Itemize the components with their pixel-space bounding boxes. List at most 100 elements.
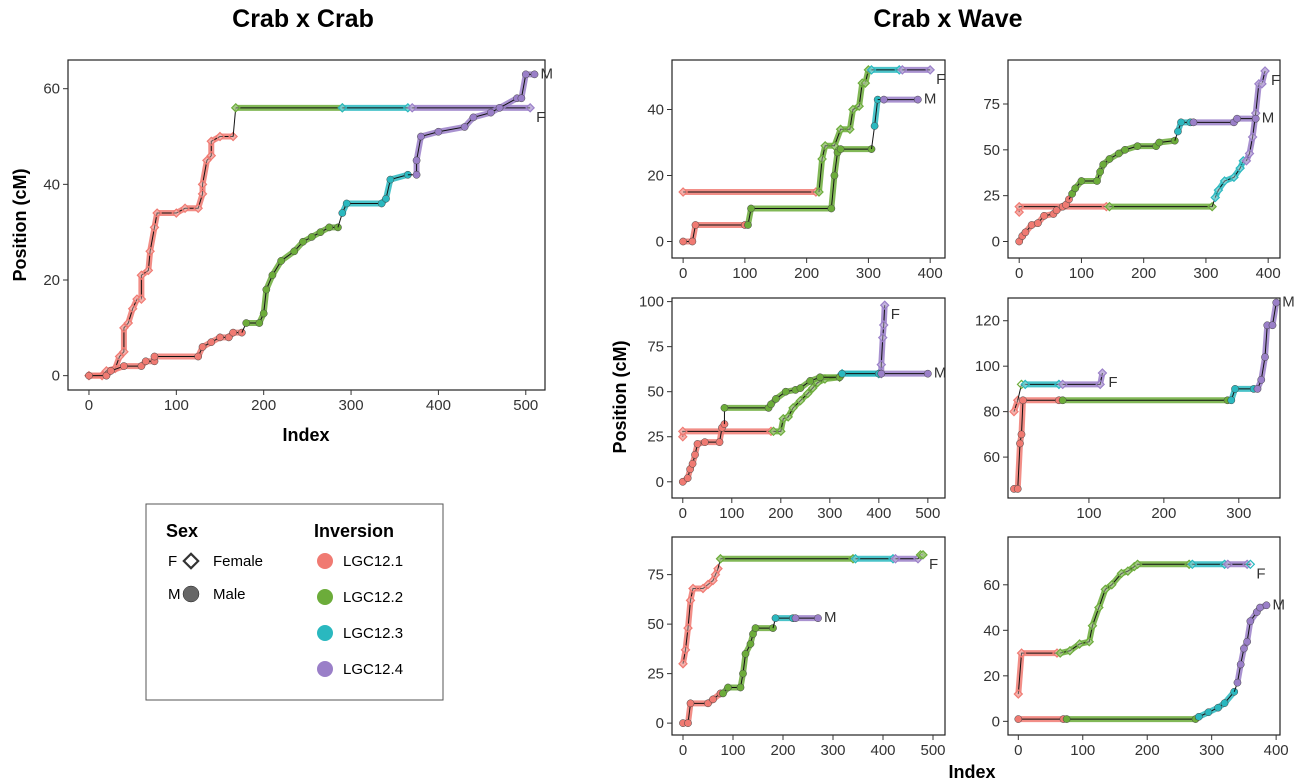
- segment-band: [413, 71, 538, 178]
- circle-point: [1071, 184, 1080, 193]
- plot-frame: [671, 59, 946, 259]
- diamond-point: [1014, 201, 1025, 212]
- circle-point: [434, 127, 443, 136]
- diamond-point: [1222, 559, 1233, 570]
- circle-point: [224, 333, 233, 342]
- y-tick-label: 50: [647, 616, 664, 633]
- diamond-point: [171, 208, 182, 218]
- diamond-point: [897, 65, 908, 75]
- diamond-point: [890, 553, 901, 564]
- circle-point: [1268, 321, 1277, 330]
- x-tick-label: 400: [918, 265, 943, 282]
- circle-point: [85, 371, 93, 380]
- circle-point: [741, 649, 750, 658]
- circle-point: [816, 373, 824, 382]
- legend-label: LGC12.1: [343, 553, 403, 570]
- segment-band: [1015, 650, 1060, 698]
- x-tick-label: 300: [1193, 265, 1218, 282]
- circle-point: [691, 450, 699, 459]
- diamond-point: [698, 583, 708, 594]
- segment-line: [1214, 160, 1244, 198]
- diamond-point: [820, 140, 831, 151]
- legend-title: Sex: [166, 521, 198, 541]
- y-tick-label: 20: [43, 272, 60, 289]
- series-label: M: [1282, 294, 1295, 311]
- diamond-point: [1245, 559, 1256, 570]
- segment-band: [679, 428, 775, 440]
- x-tick-label: 200: [251, 397, 276, 414]
- diamond-point: [1260, 66, 1270, 76]
- diamond-point: [1129, 561, 1140, 572]
- segment-band: [1234, 602, 1270, 686]
- x-tick-label: 0: [1014, 742, 1022, 759]
- diamond-point: [215, 131, 225, 142]
- diamond-point: [775, 426, 786, 437]
- circle-point: [772, 395, 780, 403]
- x-tick-label: 100: [1076, 505, 1101, 522]
- diamond-point: [1210, 192, 1221, 203]
- diamond-point: [1057, 379, 1068, 390]
- circle-point: [684, 719, 692, 727]
- y-tick-label: 50: [983, 142, 1000, 159]
- series-label: F: [891, 306, 900, 323]
- x-tick-label: 400: [1256, 265, 1281, 282]
- circle-point: [769, 624, 777, 632]
- x-tick-label: 300: [817, 505, 842, 522]
- circle-point: [521, 70, 530, 79]
- circle-point: [1034, 219, 1042, 228]
- diamond-point: [878, 320, 889, 330]
- diamond-point: [854, 101, 864, 112]
- diamond-point: [835, 124, 846, 135]
- x-tick-label: 0: [679, 265, 687, 282]
- diamond-point: [879, 300, 890, 311]
- legend-swatch: [317, 625, 333, 641]
- circle-point: [255, 319, 264, 327]
- series-label: M: [924, 91, 937, 108]
- y-tick-label: 40: [983, 622, 1000, 639]
- circle-point: [382, 194, 390, 203]
- circle-point: [739, 669, 747, 678]
- circle-point: [517, 94, 526, 103]
- circle-point: [1040, 211, 1048, 220]
- diamond-point: [1100, 584, 1111, 595]
- diamond-point: [1106, 579, 1117, 590]
- y-tick-label: 120: [975, 313, 1000, 330]
- legend-label: Female: [213, 553, 263, 570]
- diamond-point: [877, 332, 888, 343]
- segment-band: [339, 171, 411, 217]
- x-tick-label: 300: [1199, 742, 1224, 759]
- diamond-point: [145, 246, 155, 257]
- diamond-point: [918, 549, 928, 560]
- y-tick-label: 75: [647, 567, 664, 584]
- circle-point: [1257, 375, 1266, 384]
- diamond-point: [703, 579, 713, 590]
- diamond-point: [768, 426, 779, 437]
- x-tick-label: 300: [339, 397, 364, 414]
- diamond-point: [845, 124, 855, 135]
- legend-label: LGC12.3: [343, 625, 403, 642]
- circle-point: [1261, 353, 1269, 361]
- y-tick-label: 50: [647, 384, 664, 401]
- circle-point: [207, 338, 216, 347]
- circle-point: [1174, 127, 1182, 136]
- circle-point: [693, 440, 702, 448]
- x-tick-label: 0: [1015, 265, 1023, 282]
- diamond-point: [152, 208, 162, 218]
- circle-point: [830, 171, 839, 180]
- diamond-point: [850, 553, 861, 564]
- diamond-point: [677, 426, 688, 437]
- diamond-point: [1016, 648, 1027, 658]
- diamond-point: [1095, 379, 1106, 390]
- circle-point: [1233, 114, 1241, 123]
- diamond-point: [1247, 132, 1258, 142]
- circle-point: [679, 237, 687, 246]
- circle-point: [747, 204, 755, 213]
- circle-point: [1240, 644, 1248, 653]
- plot-frame: [671, 536, 946, 736]
- diamond-point: [230, 102, 241, 113]
- diamond-point: [525, 102, 535, 113]
- chart-title: Crab x Crab: [232, 5, 374, 33]
- diamond-point: [783, 412, 794, 422]
- legend-swatch: [317, 553, 333, 569]
- circle-point: [827, 204, 836, 213]
